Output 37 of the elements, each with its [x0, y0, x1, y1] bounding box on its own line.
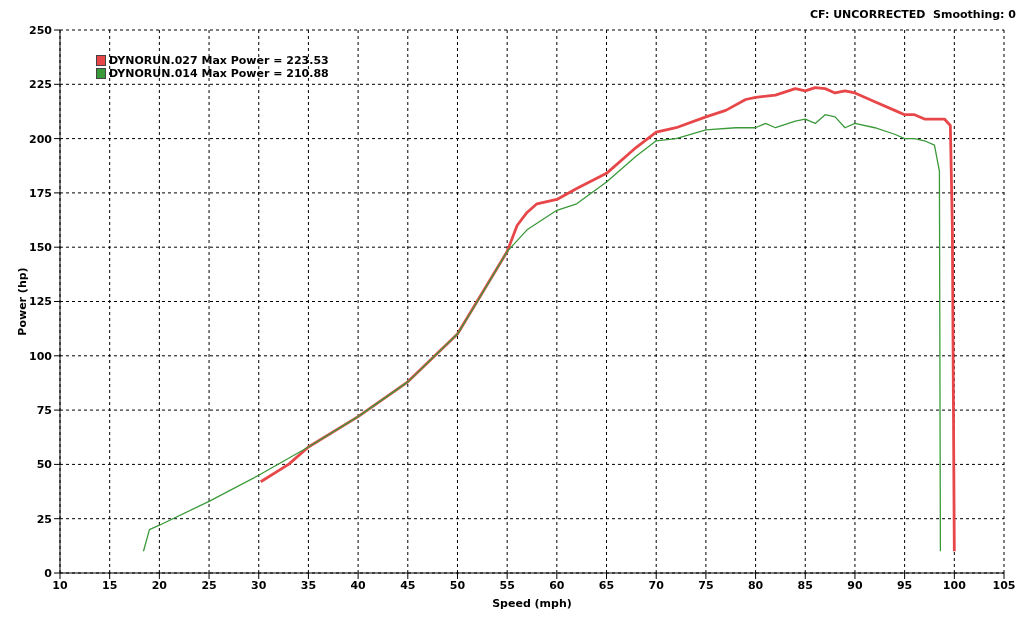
x-tick-label: 85: [797, 578, 813, 592]
x-tick-label: 90: [847, 578, 863, 592]
y-tick-label: 125: [29, 295, 52, 309]
x-tick-label: 95: [896, 578, 913, 592]
y-tick-label: 250: [29, 23, 53, 37]
x-axis-title: Speed (mph): [492, 597, 572, 610]
x-tick-label: 10: [52, 578, 68, 592]
legend-label: DYNORUN.027 Max Power = 223.53: [109, 54, 329, 67]
x-tick-label: 100: [942, 578, 967, 592]
line-series: [142, 114, 942, 552]
x-tick-label: 105: [992, 578, 1016, 592]
y-tick-label: 0: [44, 566, 53, 580]
x-tick-label: 20: [151, 578, 168, 592]
y-tick-label: 25: [36, 512, 52, 526]
x-tick-label: 75: [698, 578, 714, 592]
y-tick-label: 225: [29, 78, 52, 92]
text: CF: UNCORRECTED Smoothing: 0: [809, 8, 1016, 21]
x-tick-label: 15: [102, 578, 118, 592]
x-tick-label: 60: [549, 578, 565, 592]
y-tick-label: 50: [36, 458, 53, 472]
y-tick-label: 100: [29, 349, 53, 363]
x-tick-label: 55: [499, 578, 515, 592]
x-tick-label: 30: [251, 578, 267, 592]
y-tick-label: 75: [36, 404, 52, 418]
y-tick-label: 150: [29, 241, 53, 255]
x-tick-label: 35: [300, 578, 317, 592]
x-tick-label: 80: [747, 578, 764, 592]
y-axis-title: Power (hp): [15, 267, 29, 336]
x-tick-label: 50: [449, 578, 466, 592]
x-tick-label: 25: [201, 578, 217, 592]
x-tick-label: 70: [648, 578, 665, 592]
x-tick-label: 45: [400, 578, 416, 592]
x-tick-label: 40: [350, 578, 367, 592]
y-tick-label: 175: [29, 186, 52, 200]
y-tick-label: 200: [29, 132, 53, 146]
x-tick-label: 65: [598, 578, 615, 592]
legend-label: DYNORUN.014 Max Power = 210.88: [109, 67, 329, 80]
